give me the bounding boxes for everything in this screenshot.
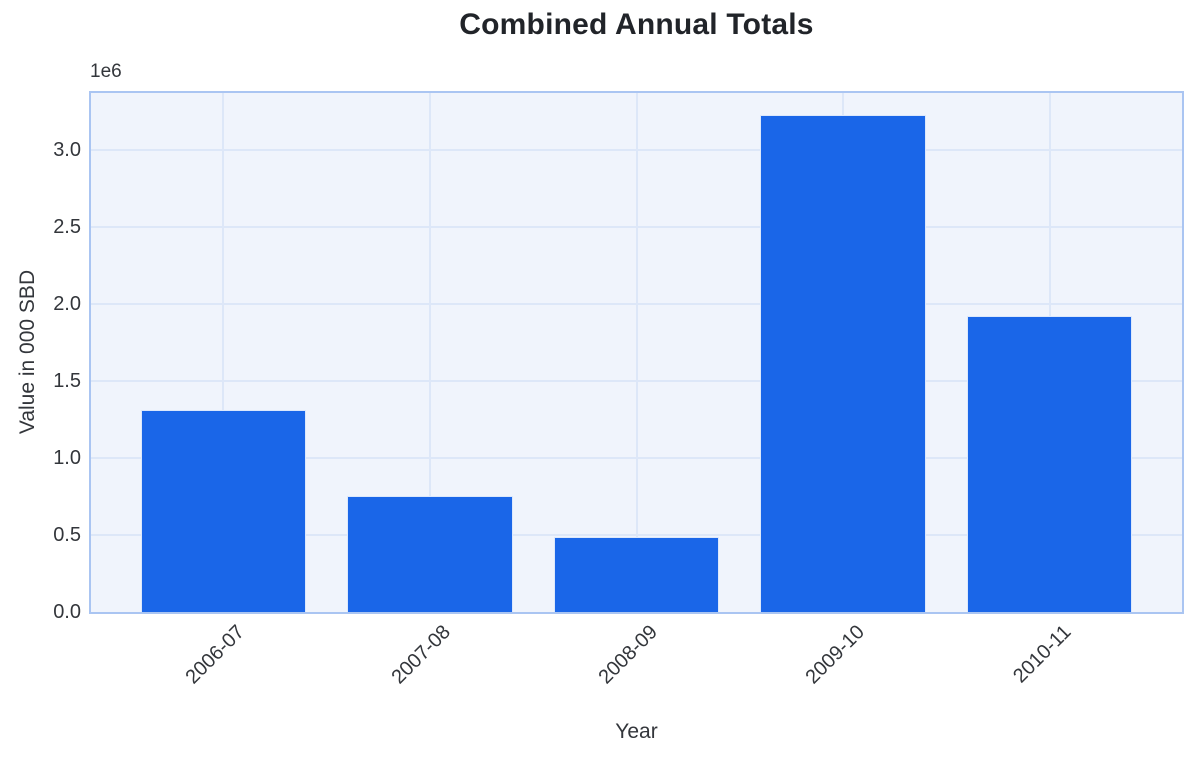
x-tick-label: 2010-11 [1008,621,1076,688]
y-tick-label: 1.5 [53,369,81,392]
x-axis-label: Year [615,720,658,743]
y-tick-label: 2.0 [53,292,81,315]
y-tick-label: 2.5 [53,215,81,238]
bar-2009-10 [760,114,926,612]
y-tick-label: 0.5 [53,523,81,546]
bar-2010-11 [967,316,1133,612]
y-tick-label: 0.0 [53,601,81,623]
x-tick-label: 2009-10 [801,621,869,689]
bar-2006-07 [140,410,306,612]
bar-2007-08 [347,496,513,612]
y-axis-exponent-label: 1e6 [90,61,122,82]
y-tick-label: 1.0 [53,446,81,469]
chart-title: Combined Annual Totals [459,8,814,41]
y-axis-label: Value in 000 SBD [16,269,39,435]
vertical-gridline [222,93,225,612]
vertical-gridline [428,93,431,612]
x-tick-label: 2007-08 [387,621,456,689]
plot-area [89,91,1184,614]
bars-layer [91,93,1182,612]
bar-2008-09 [553,536,720,612]
x-tick-label: 2008-09 [594,621,663,689]
x-tick-label: 2006-07 [181,621,249,689]
vertical-gridline [635,93,638,612]
y-tick-label: 3.0 [53,138,81,161]
